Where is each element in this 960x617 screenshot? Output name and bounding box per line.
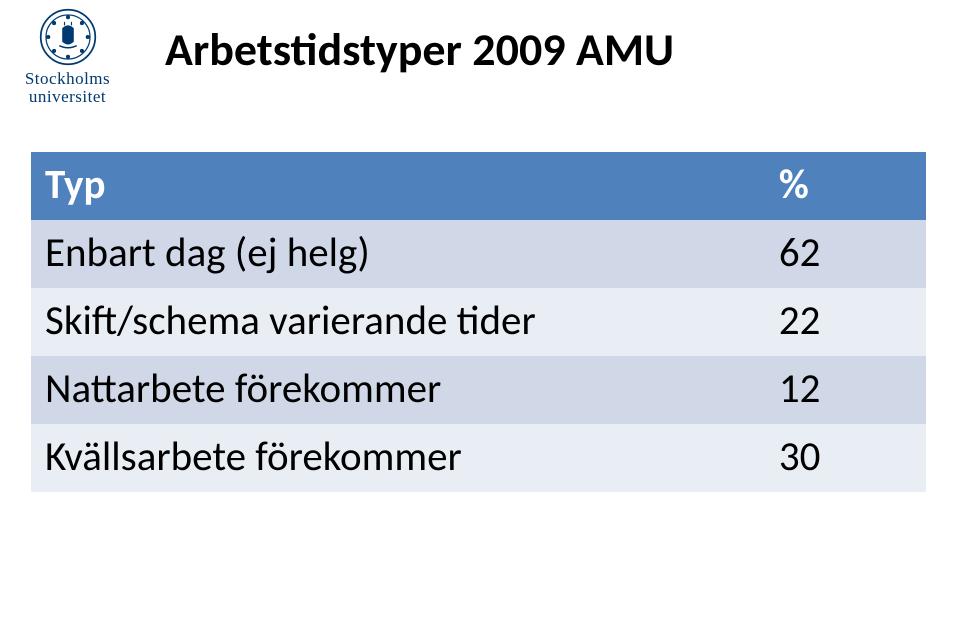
column-header-percent: % (765, 152, 926, 220)
cell-percent: 12 (765, 356, 926, 424)
cell-percent: 30 (765, 424, 926, 492)
logo-text-line1: Stockholms (10, 70, 125, 88)
cell-percent: 62 (765, 220, 926, 288)
table-row: Nattarbete förekommer 12 (31, 356, 926, 424)
logo-text-line2: universitet (10, 88, 125, 106)
table-row: Skift/schema varierande tider 22 (31, 288, 926, 356)
worktime-types-table: Typ % Enbart dag (ej helg) 62 Skift/sche… (31, 152, 926, 492)
cell-type: Kvällsarbete förekommer (31, 424, 765, 492)
table-row: Enbart dag (ej helg) 62 (31, 220, 926, 288)
cell-type: Nattarbete förekommer (31, 356, 765, 424)
cell-type: Skift/schema varierande tider (31, 288, 765, 356)
cell-percent: 22 (765, 288, 926, 356)
cell-type: Enbart dag (ej helg) (31, 220, 765, 288)
slide-title: Arbetstidstyper 2009 AMU (165, 22, 674, 78)
table-row: Kvällsarbete förekommer 30 (31, 424, 926, 492)
university-logo: Stockholms universitet (10, 8, 125, 106)
table-header-row: Typ % (31, 152, 926, 220)
column-header-type: Typ (31, 152, 765, 220)
logo-seal-icon (39, 8, 97, 66)
